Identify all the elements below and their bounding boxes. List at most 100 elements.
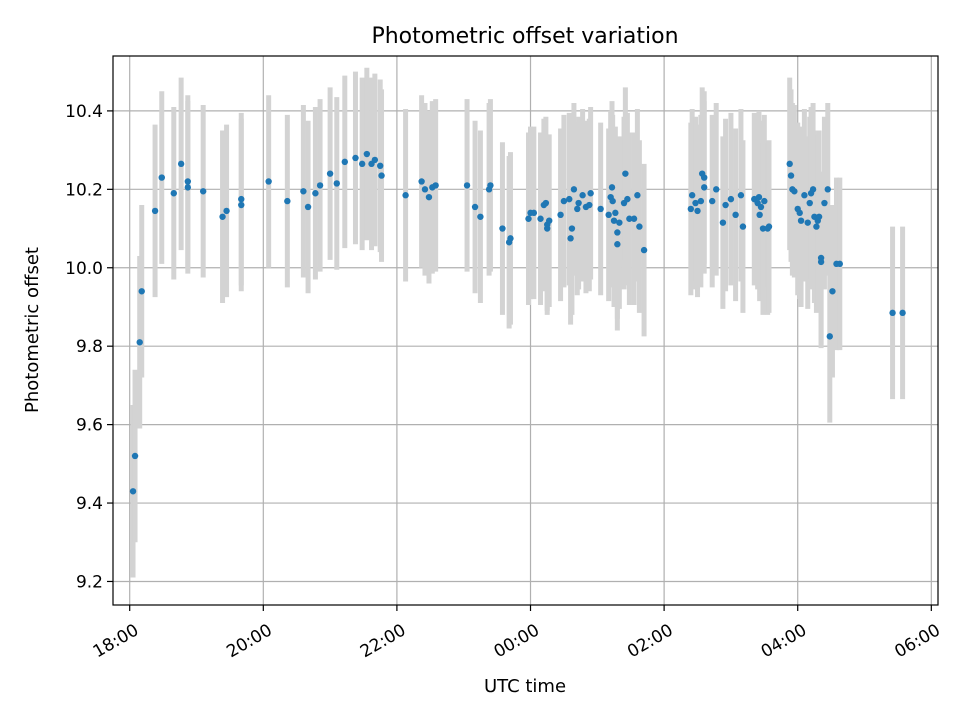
data-point (265, 178, 272, 185)
data-point (815, 213, 823, 220)
data-point (507, 235, 514, 242)
data-point (574, 205, 581, 213)
data-point (722, 201, 729, 209)
data-point (889, 309, 896, 317)
y-tick-label: 10.4 (65, 102, 103, 122)
data-point (238, 195, 245, 203)
y-tick-label: 9.2 (76, 572, 103, 592)
data-point (358, 160, 366, 168)
data-point (333, 180, 340, 187)
data-point (312, 190, 319, 197)
data-point (487, 182, 494, 189)
data-point (537, 215, 544, 222)
data-point (546, 217, 553, 224)
data-point (765, 223, 773, 230)
data-point (697, 197, 705, 205)
data-point (378, 172, 385, 179)
data-point (579, 192, 586, 199)
data-point (737, 192, 745, 199)
data-point (688, 192, 696, 199)
data-point (136, 339, 143, 346)
data-point (605, 211, 612, 219)
data-point (131, 452, 139, 460)
data-point (223, 207, 230, 215)
data-point (836, 260, 844, 268)
data-point (284, 197, 291, 205)
data-point (575, 199, 582, 207)
data-point (709, 197, 716, 205)
data-point (402, 192, 409, 199)
data-point (755, 193, 763, 201)
data-point (597, 205, 604, 213)
data-points (129, 150, 906, 495)
data-point (727, 195, 735, 203)
data-point (640, 246, 648, 254)
data-point (341, 158, 349, 166)
data-point (326, 170, 334, 177)
data-point (614, 241, 621, 248)
data-point (371, 156, 379, 164)
data-point (899, 309, 906, 317)
data-point (530, 209, 538, 217)
y-tick-label: 9.6 (76, 416, 103, 436)
data-point (786, 160, 793, 168)
data-point (471, 203, 479, 211)
y-axis-label: Photometric offset (22, 247, 43, 413)
data-point (557, 211, 564, 219)
data-point (824, 186, 831, 193)
data-point (587, 190, 594, 197)
data-point (759, 225, 767, 232)
data-point (199, 188, 207, 195)
data-point (614, 229, 621, 236)
data-point (184, 178, 192, 185)
data-point (566, 195, 573, 203)
data-point (809, 186, 817, 193)
data-point (377, 162, 384, 169)
data-point (568, 225, 576, 232)
data-point (687, 205, 695, 213)
data-point (817, 254, 825, 262)
y-tick-label: 9.4 (76, 494, 103, 514)
y-tick-label: 9.8 (76, 337, 103, 357)
data-point (238, 201, 245, 209)
data-point (525, 215, 532, 222)
data-point (304, 203, 312, 211)
data-point (609, 197, 616, 205)
y-tick-label: 10.2 (65, 180, 103, 200)
data-point (821, 199, 828, 207)
data-point (421, 186, 429, 193)
data-point (624, 195, 631, 203)
data-point (418, 178, 425, 185)
data-point (626, 215, 633, 222)
data-point (300, 188, 307, 195)
data-point (829, 288, 836, 295)
data-point (567, 235, 574, 242)
data-point (477, 213, 484, 220)
plot-frame (112, 55, 939, 606)
data-point (616, 219, 623, 226)
data-point (158, 174, 165, 181)
data-point (316, 182, 324, 189)
data-point (542, 199, 550, 207)
data-point (586, 201, 593, 209)
data-point (177, 160, 185, 168)
data-point (184, 184, 192, 191)
data-point (813, 223, 820, 230)
data-point (806, 199, 813, 207)
data-point (700, 174, 708, 181)
data-point (636, 223, 643, 230)
data-point (796, 209, 803, 217)
y-tick-label: 10.0 (65, 259, 103, 279)
data-point (797, 217, 805, 224)
data-point (804, 219, 811, 226)
data-point (138, 288, 145, 295)
data-point (630, 215, 638, 222)
data-point (787, 172, 795, 179)
data-point (170, 190, 177, 197)
data-point (560, 197, 568, 205)
data-point (801, 192, 808, 199)
data-point (634, 192, 641, 199)
data-point (692, 199, 699, 207)
data-point (732, 211, 739, 219)
